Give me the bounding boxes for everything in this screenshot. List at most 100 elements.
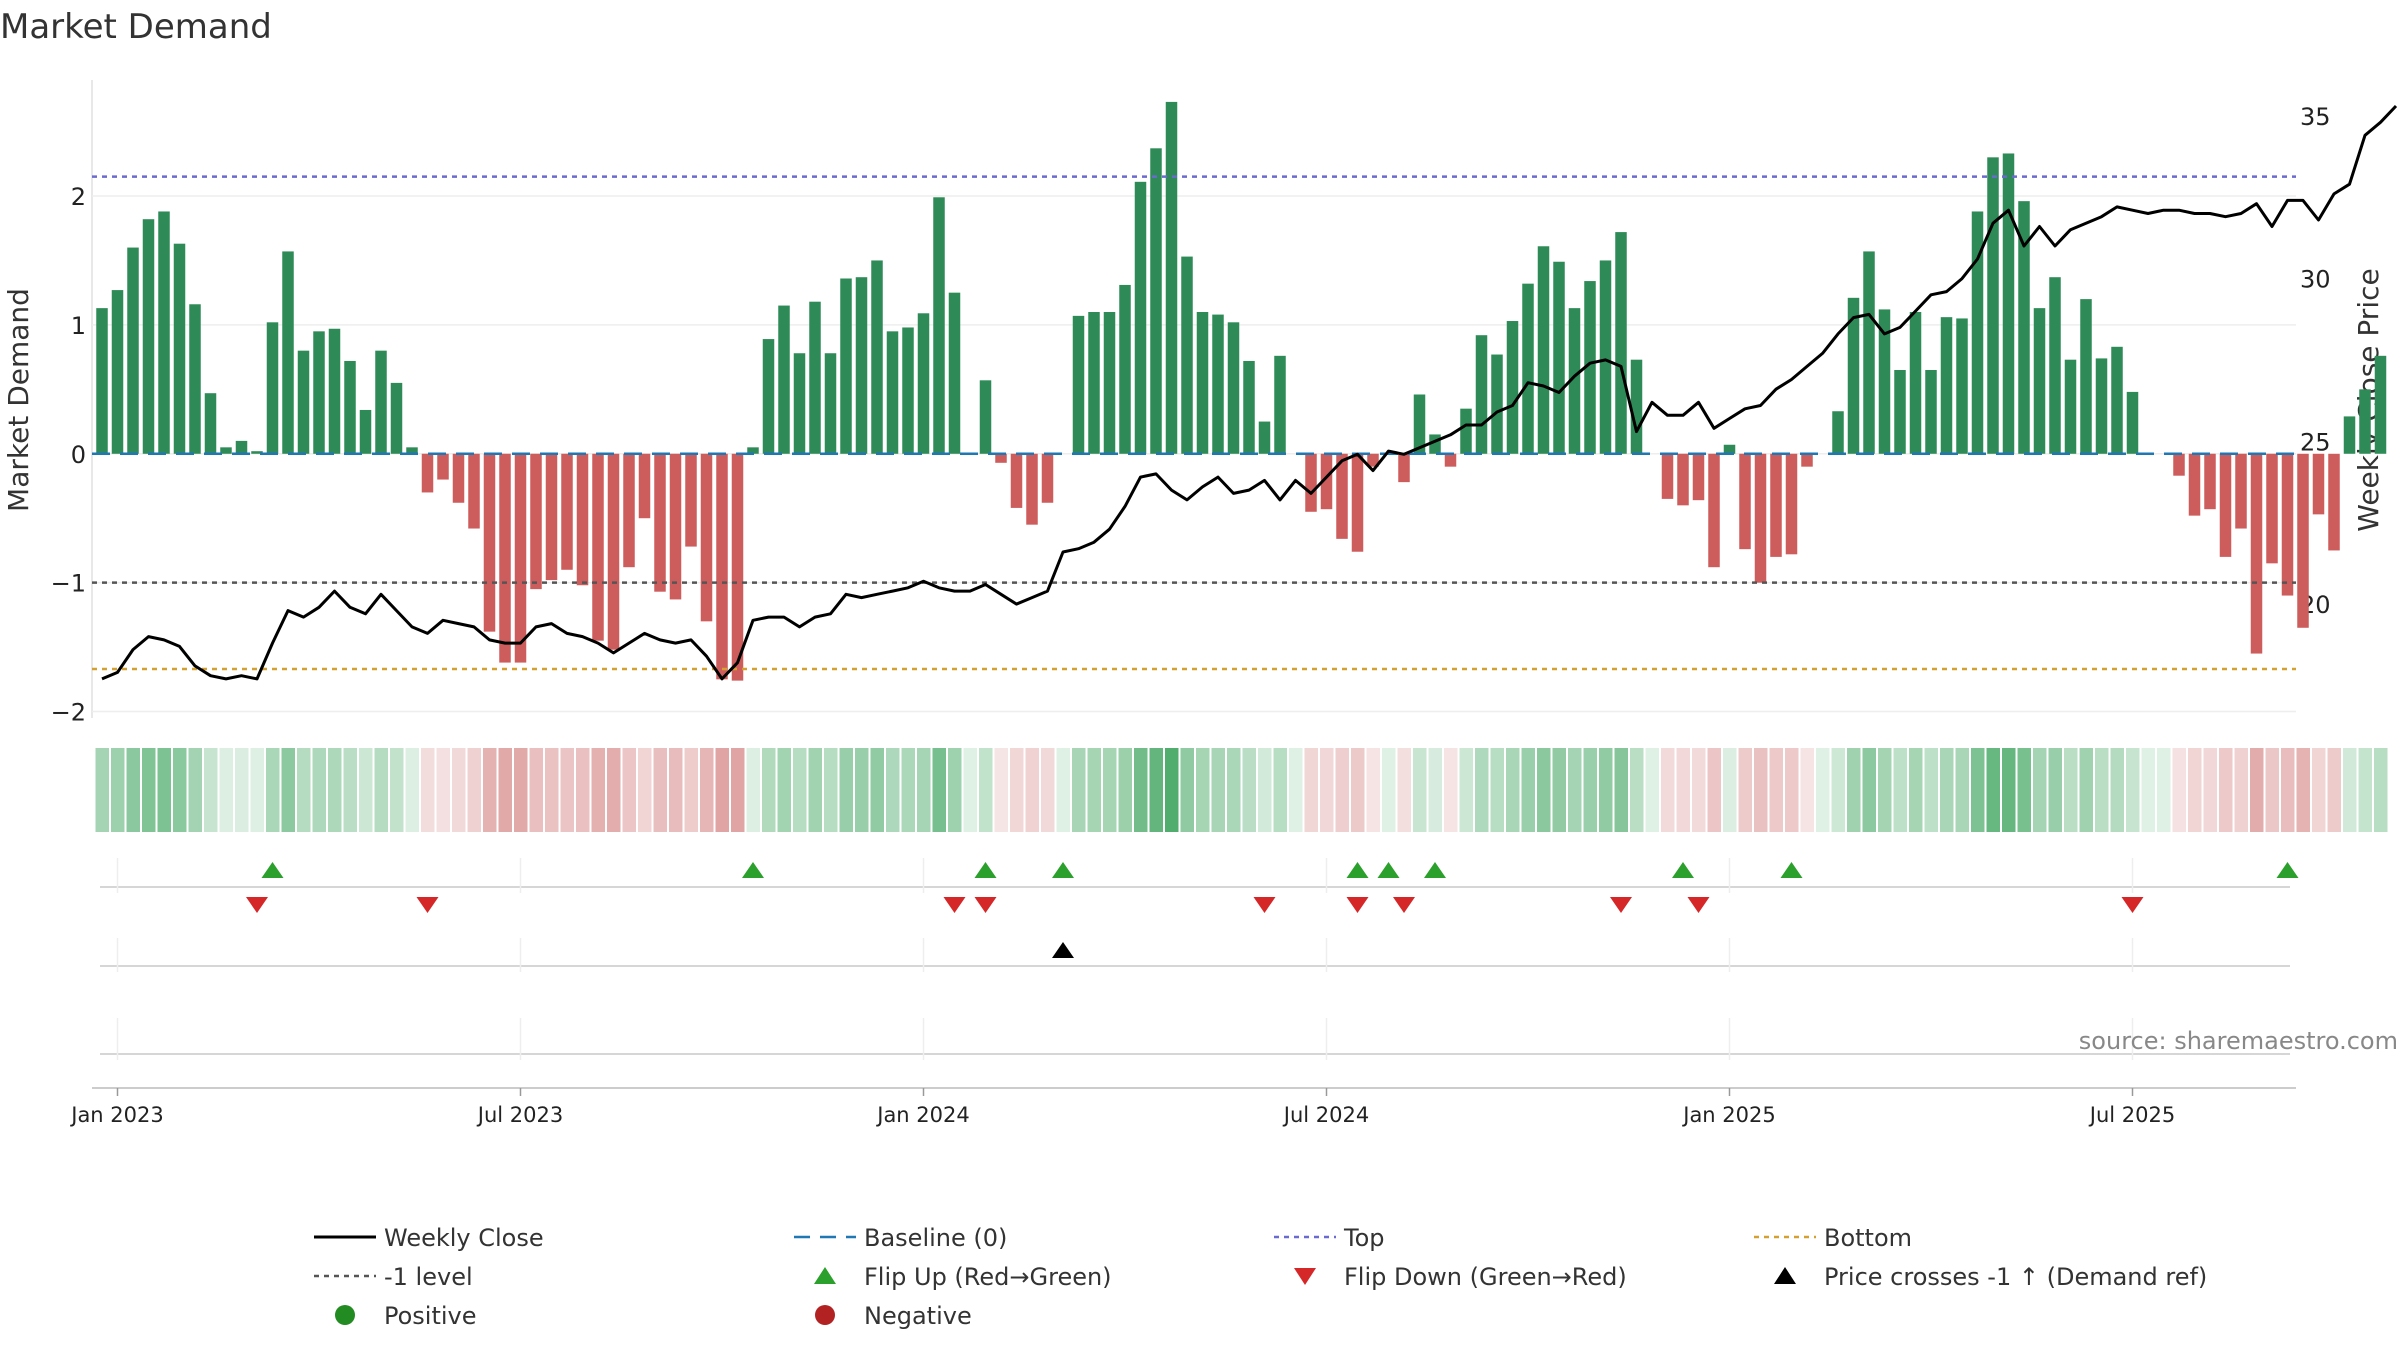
flip-up-marker <box>1052 862 1074 878</box>
legend-label: Bottom <box>1824 1224 1912 1252</box>
demand-bar <box>2064 359 2077 454</box>
flip-up-marker <box>974 862 997 878</box>
right-tick-label: 30 <box>2300 266 2331 294</box>
demand-bar <box>1739 453 1751 550</box>
demand-bar <box>2359 389 2371 454</box>
heat-cell <box>1599 748 1613 832</box>
demand-bar <box>2281 453 2294 596</box>
demand-bar <box>1863 251 1875 454</box>
heat-cell <box>1521 748 1535 832</box>
flip-up-marker <box>1346 862 1369 878</box>
flip-markers <box>246 862 2299 913</box>
heat-cell <box>343 748 357 832</box>
heat-cell <box>591 748 605 832</box>
demand-bar <box>2204 453 2216 510</box>
legend-item: Positive <box>335 1302 477 1330</box>
demand-bar <box>1041 453 1054 503</box>
heat-cell <box>1816 748 1830 832</box>
demand-bar <box>1212 314 1224 454</box>
heat-cell <box>328 748 342 832</box>
heat-cell <box>421 748 435 832</box>
flip-down-marker <box>943 897 966 913</box>
heat-cell <box>2095 748 2109 832</box>
demand-bar <box>545 453 558 581</box>
demand-bar <box>1723 444 1736 454</box>
demand-bar <box>1956 318 1968 454</box>
demand-bar <box>2235 453 2247 529</box>
demand-bar <box>2049 277 2061 454</box>
demand-bar <box>2002 153 2015 454</box>
demand-bar <box>2219 453 2232 557</box>
demand-bar <box>220 447 232 454</box>
left-tick-label: 0 <box>71 441 86 469</box>
demand-bar <box>1708 453 1720 568</box>
demand-bar <box>1878 309 1891 454</box>
demand-bar <box>638 453 651 519</box>
demand-bar <box>1088 312 1100 454</box>
level-lines <box>92 175 2296 671</box>
demand-bar <box>1553 261 1565 454</box>
demand-bar <box>1584 281 1596 454</box>
demand-bar <box>266 322 279 454</box>
heat-cell <box>1242 748 1256 832</box>
heat-cell <box>1413 748 1427 832</box>
heat-cell <box>746 748 760 832</box>
x-tick-label: Jul 2024 <box>1282 1103 1369 1127</box>
heat-cell <box>1010 748 1024 832</box>
heat-cell <box>1459 748 1473 832</box>
demand-bar <box>1770 453 1782 557</box>
demand-bar <box>1320 453 1333 510</box>
demand-bar <box>468 453 480 529</box>
heat-cell <box>312 748 326 832</box>
heat-cell <box>1444 748 1458 832</box>
heat-cell <box>2358 748 2372 832</box>
demand-bar <box>840 278 852 454</box>
heat-cell <box>2141 748 2155 832</box>
weekly-close-line <box>101 104 2398 681</box>
heat-cell <box>374 748 388 832</box>
demand-bar <box>1134 181 1147 454</box>
heat-cell <box>2188 748 2202 832</box>
heat-cell <box>2110 748 2124 832</box>
demand-bar <box>282 251 294 454</box>
heat-cell <box>1211 748 1225 832</box>
heat-cell <box>1831 748 1845 832</box>
heat-cell <box>886 748 900 832</box>
heat-cell <box>173 748 187 832</box>
demand-bar <box>235 440 248 454</box>
demand-bar <box>1181 256 1193 454</box>
heat-cell <box>948 748 962 832</box>
demand-bar <box>189 304 201 454</box>
demand-bar <box>421 453 434 493</box>
flip-down-marker <box>1687 897 1710 913</box>
legend-positive-dot-icon <box>335 1305 355 1325</box>
heat-cell <box>1366 748 1380 832</box>
demand-bar <box>778 305 790 454</box>
heat-cell <box>638 748 652 832</box>
flip-down-marker <box>1346 897 1369 913</box>
demand-bar <box>2374 355 2387 454</box>
demand-bar <box>654 453 666 592</box>
heat-cell <box>1738 748 1752 832</box>
demand-bar <box>948 292 961 454</box>
x-tick-label: Jul 2023 <box>476 1103 563 1127</box>
heat-cell <box>1072 748 1086 832</box>
heat-cell <box>359 748 373 832</box>
left-tick-label: −1 <box>51 570 86 598</box>
heat-cell <box>1893 748 1907 832</box>
demand-bar <box>1537 246 1550 454</box>
demand-bar <box>917 313 930 454</box>
heat-cell <box>483 748 497 832</box>
demand-bar <box>1475 335 1488 454</box>
demand-bar <box>1196 312 1209 454</box>
heat-cell <box>1335 748 1349 832</box>
heat-cell <box>111 748 125 832</box>
heat-cell <box>2157 748 2171 832</box>
demand-bars <box>96 101 2387 681</box>
heat-cell <box>1971 748 1985 832</box>
heat-cell <box>95 748 109 832</box>
heat-cell <box>1924 748 1938 832</box>
heat-cell <box>777 748 791 832</box>
demand-bar <box>1894 370 1906 454</box>
